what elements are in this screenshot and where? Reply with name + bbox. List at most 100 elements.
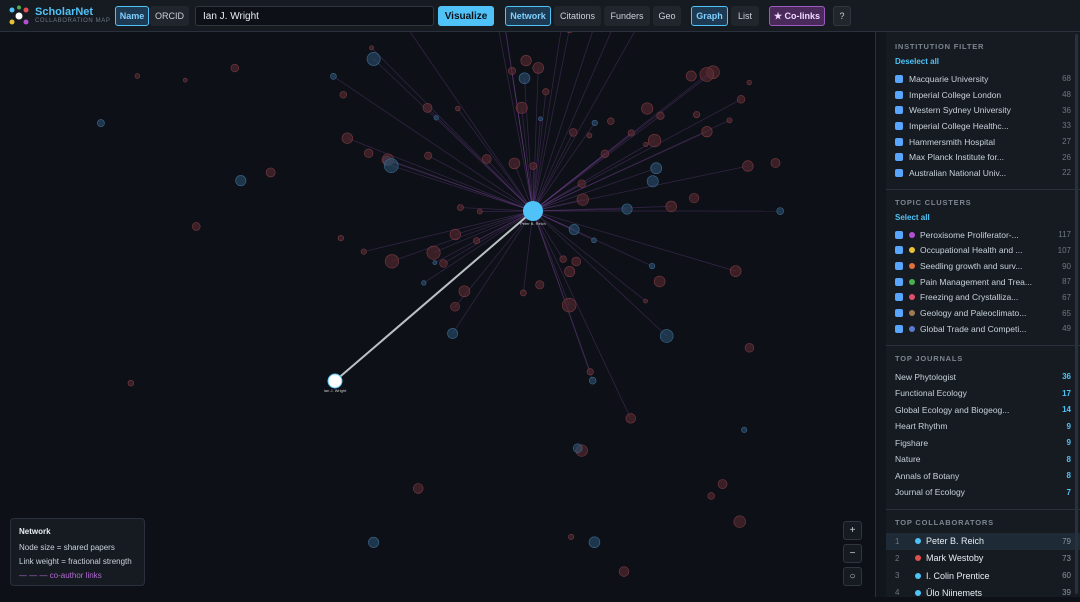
node [777,208,784,215]
list-row[interactable]: Australian National Univ...22 [895,165,1071,181]
checkbox[interactable] [895,246,903,254]
item-name: Heart Rhythm [895,421,947,431]
visualize-button[interactable]: Visualize [438,6,494,26]
checkbox[interactable] [895,75,903,83]
list-row[interactable]: Pain Management and Trea...87 [895,274,1071,290]
rank: 2 [895,554,915,563]
item-count: 60 [1062,571,1071,580]
sidebar: INSTITUTION FILTER Deselect all Macquarie … [886,32,1080,597]
node [628,130,634,136]
checkbox[interactable] [895,278,903,286]
color-dot [909,310,915,316]
item-name: Freezing and Crystalliza... [920,292,1018,302]
zoom-in[interactable]: + [843,521,862,540]
view-tab[interactable]: Geo [653,6,681,26]
section-title: TOPIC CLUSTERS [895,198,1071,207]
item-count: 27 [1062,137,1071,146]
item-count: 17 [1062,389,1071,398]
zoom-reset[interactable]: ○ [843,567,862,586]
item-count: 39 [1062,588,1071,597]
list-row[interactable]: Freezing and Crystalliza... 67 [895,290,1071,306]
checkbox[interactable] [895,106,903,114]
checkbox[interactable] [895,169,903,177]
item-name: Australian National Univ... [909,168,1006,178]
item-count: 26 [1062,153,1071,162]
link [333,76,533,211]
node [708,493,715,500]
checkbox[interactable] [895,153,903,161]
section-action[interactable]: Deselect all [895,57,1071,66]
node [473,238,479,244]
list-row[interactable]: Peroxisome Proliferator-...117 [895,227,1071,243]
node [565,32,573,33]
list-row[interactable]: Global Ecology and Biogeog...14 [895,402,1071,419]
link [364,211,533,252]
item-name: Functional Ecology [895,388,967,398]
mode-tab[interactable]: ORCID [150,6,189,26]
layout-tab[interactable]: Graph [691,6,728,26]
checkbox[interactable] [895,325,903,333]
section-title: INSTITUTION FILTER [895,42,1071,51]
node [589,377,596,384]
node [727,118,732,123]
item-count: 67 [1062,293,1071,302]
item-count: 117 [1058,230,1071,239]
checkbox[interactable] [895,309,903,317]
node [451,302,460,311]
node [587,368,593,374]
seed-node[interactable] [328,374,342,388]
list-row[interactable]: Seedling growth and surv...90 [895,258,1071,274]
checkbox[interactable] [895,262,903,270]
node [569,129,577,137]
color-dot [915,590,921,596]
list-row[interactable]: Occupational Health and ...107 [895,243,1071,259]
zoom-out[interactable]: − [843,544,862,563]
node [385,255,399,269]
node [568,534,573,539]
checkbox[interactable] [895,231,903,239]
item-name: Peter B. Reich [926,536,984,546]
colinks-button[interactable]: ★ Co-links [769,6,825,26]
view-tab[interactable]: Citations [554,6,601,26]
link [533,211,646,301]
checkbox[interactable] [895,293,903,301]
checkbox[interactable] [895,122,903,130]
node [689,193,698,202]
view-tab[interactable]: Network [505,6,551,26]
checkbox[interactable] [895,91,903,99]
list-row[interactable]: Global Trade and Competi...49 [895,321,1071,337]
layout-tab[interactable]: List [731,6,759,26]
help-button[interactable]: ? [833,6,851,26]
section-action[interactable]: Select all [895,213,1071,222]
legend-title: Network [19,525,136,539]
list-row[interactable]: Imperial College Healthc...33 [895,118,1071,134]
node [413,483,423,493]
search-input[interactable]: Ian J. Wright [195,6,434,26]
item-count: 49 [1062,324,1071,333]
node [367,52,380,65]
checkbox[interactable] [895,138,903,146]
list-row[interactable]: Geology and Paleoclimato...65 [895,305,1071,321]
item-name: Occupational Health and ... [920,245,1023,255]
link [335,211,533,381]
view-tab[interactable]: Funders [604,6,650,26]
list-row[interactable]: Functional Ecology 17 [895,385,1071,402]
mode-tab[interactable]: Name [115,6,149,26]
focus-node[interactable] [523,201,543,221]
list-row[interactable]: Max Planck Institute for...26 [895,149,1071,165]
